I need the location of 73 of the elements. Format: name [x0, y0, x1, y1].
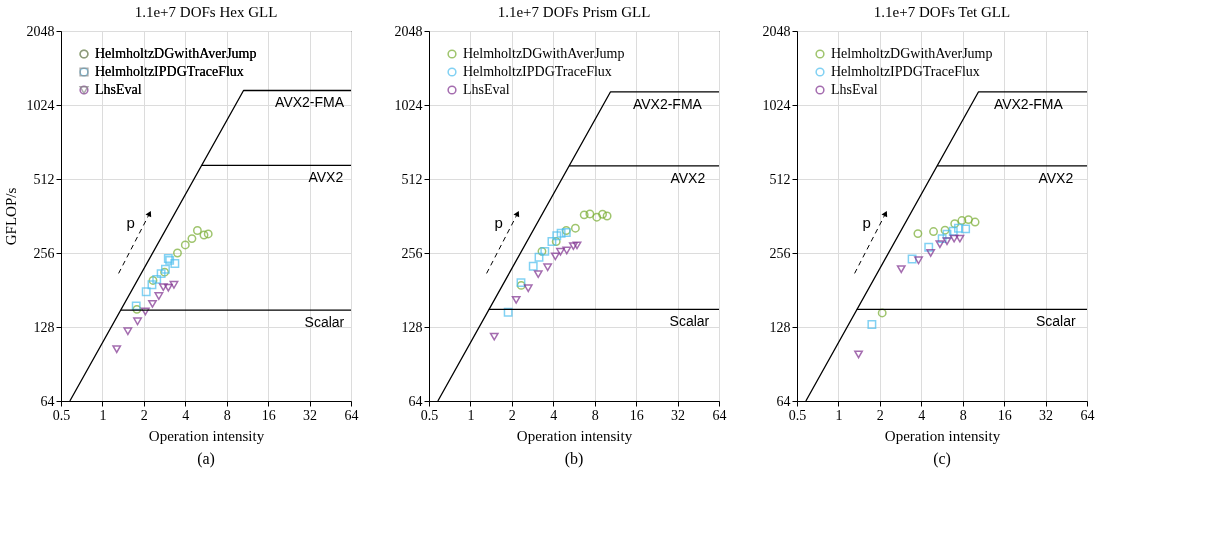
annotation: p — [126, 214, 135, 232]
text: (c) — [933, 450, 951, 468]
x-tick-label: 16 — [261, 407, 276, 423]
legend-label: LhsEval — [831, 82, 878, 97]
y-tick-label: 2048 — [762, 23, 791, 39]
x-tick-label: 64 — [1080, 407, 1095, 423]
legend-label: LhsEval — [95, 82, 142, 97]
annotation: AVX2 — [670, 169, 706, 186]
x-tick-label: 4 — [918, 407, 926, 423]
annotation: AVX2-FMA — [993, 95, 1064, 112]
x-tick-label: 32 — [671, 407, 686, 423]
x-tick-label: 8 — [959, 407, 967, 423]
y-tick-label: 2048 — [26, 23, 55, 39]
x-axis-title: Operation intensity — [516, 427, 633, 444]
text: (a) — [197, 450, 215, 468]
legend-label: HelmholtzIPDGTraceFlux — [831, 64, 980, 79]
x-axis-title: Operation intensity — [884, 427, 1001, 444]
annotation: Scalar — [304, 314, 345, 331]
chart-title: 1.1e+7 DOFs Tet GLL — [873, 4, 1011, 20]
y-tick-label: 128 — [769, 319, 791, 335]
x-tick-label: 0.5 — [420, 407, 439, 423]
x-tick-label: 1 — [99, 407, 107, 423]
y-tick-label: 1024 — [26, 97, 55, 113]
x-axis-title: Operation intensity — [148, 427, 265, 444]
x-tick-label: 16 — [629, 407, 644, 423]
y-tick-label: 128 — [33, 319, 55, 335]
x-tick-label: 32 — [303, 407, 318, 423]
x-tick-label: 4 — [550, 407, 558, 423]
x-tick-label: 1 — [835, 407, 843, 423]
chart-title: 1.1e+7 DOFs Prism GLL — [497, 4, 651, 20]
y-tick-label: 512 — [769, 171, 791, 187]
x-tick-label: 0.5 — [52, 407, 71, 423]
y-tick-label: 64 — [40, 393, 55, 409]
y-tick-label: 128 — [401, 319, 423, 335]
x-tick-label: 2 — [140, 407, 148, 423]
annotation: AVX2-FMA — [632, 95, 703, 112]
legend-label: HelmholtzIPDGTraceFlux — [95, 64, 244, 79]
legend-label: HelmholtzDGwithAverJump — [463, 46, 625, 61]
x-tick-label: 1 — [467, 407, 475, 423]
y-tick-label: 256 — [33, 245, 55, 261]
y-tick-label: 2048 — [394, 23, 423, 39]
annotation: Scalar — [1036, 313, 1077, 330]
x-tick-label: 4 — [182, 407, 190, 423]
annotation: Scalar — [669, 313, 710, 330]
x-tick-label: 64 — [344, 407, 359, 423]
x-tick-label: 64 — [712, 407, 727, 423]
annotation: p — [494, 214, 503, 232]
y-tick-label: 256 — [769, 245, 791, 261]
legend-label: HelmholtzDGwithAverJump — [95, 46, 257, 61]
chart-title: 1.1e+7 DOFs Hex GLL — [134, 4, 278, 20]
x-tick-label: 32 — [1039, 407, 1054, 423]
text: (b) — [564, 450, 584, 468]
y-tick-label: 64 — [408, 393, 423, 409]
y-axis-title: GFLOP/s — [2, 187, 19, 246]
y-tick-label: 1024 — [394, 97, 423, 113]
legend-label: HelmholtzDGwithAverJump — [831, 46, 993, 61]
annotation: AVX2-FMA — [275, 94, 345, 111]
x-tick-label: 2 — [876, 407, 884, 423]
x-tick-label: 0.5 — [788, 407, 807, 423]
legend-label: LhsEval — [463, 82, 510, 97]
y-tick-label: 512 — [401, 171, 423, 187]
y-tick-label: 512 — [33, 171, 55, 187]
x-tick-label: 8 — [591, 407, 599, 423]
annotation: AVX2 — [1038, 169, 1074, 186]
x-tick-label: 16 — [997, 407, 1012, 423]
y-tick-label: 64 — [776, 393, 791, 409]
annotation: AVX2 — [308, 169, 344, 186]
legend-label: HelmholtzIPDGTraceFlux — [463, 64, 612, 79]
y-tick-label: 256 — [401, 245, 423, 261]
x-tick-label: 2 — [508, 407, 516, 423]
y-tick-label: 1024 — [762, 97, 791, 113]
x-tick-label: 8 — [223, 407, 231, 423]
annotation: p — [862, 214, 871, 232]
